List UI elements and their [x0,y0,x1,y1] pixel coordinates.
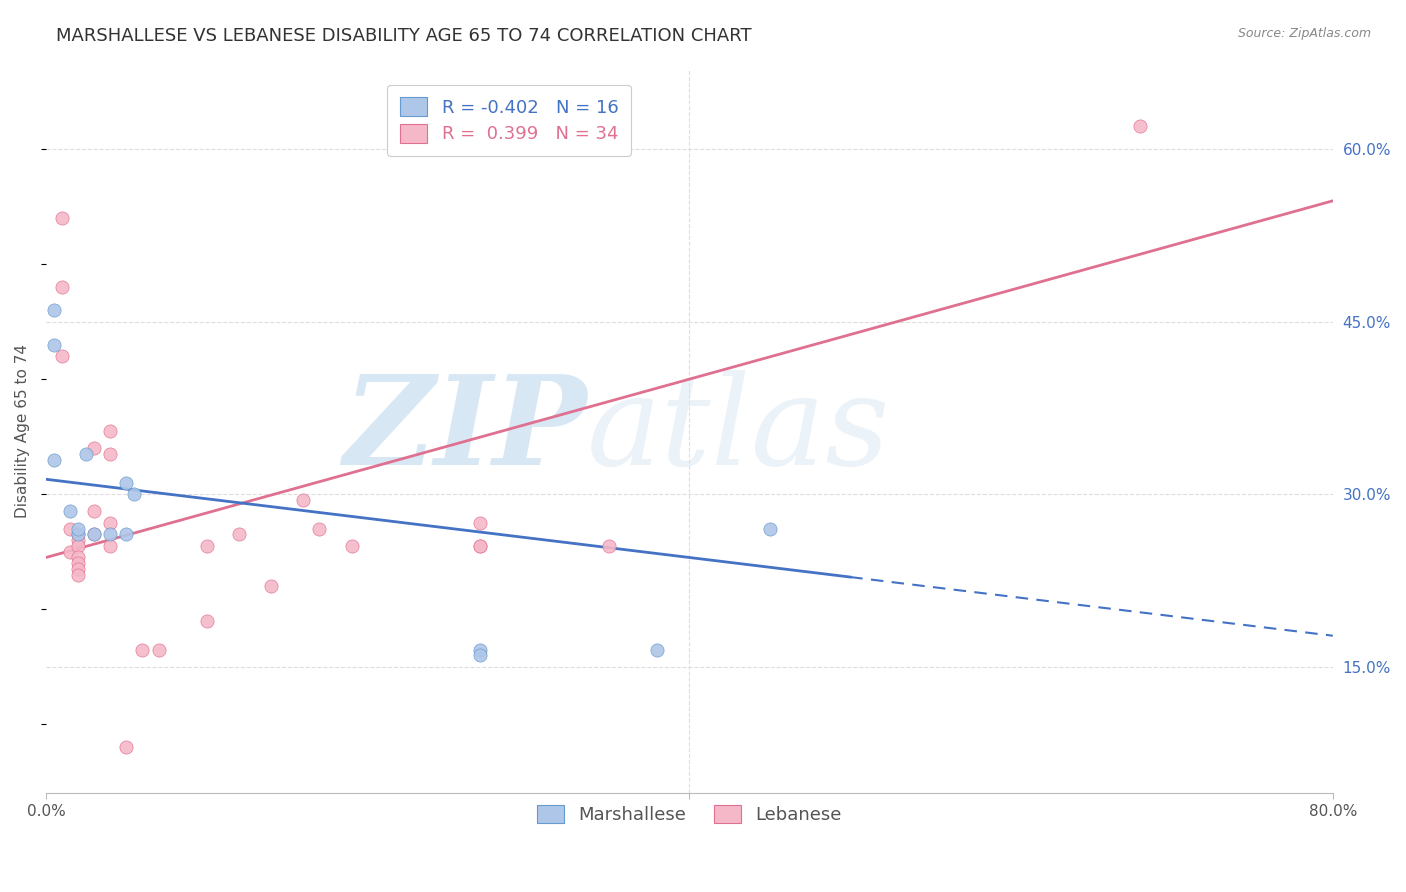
Point [83,441,105,455]
Point [598,539,620,553]
Point [67,550,90,565]
Y-axis label: Disability Age 65 to 74: Disability Age 65 to 74 [15,344,30,518]
Point [98,424,121,438]
Point [115,740,138,755]
Point [51,211,73,225]
Point [83,504,105,518]
Text: Source: ZipAtlas.com: Source: ZipAtlas.com [1237,27,1371,40]
Point [98,516,121,530]
Point [115,475,138,490]
Point [470,516,492,530]
Point [59,504,82,518]
Point [67,562,90,576]
Point [98,539,121,553]
Point [67,527,90,541]
Point [67,527,90,541]
Point [1129,119,1152,133]
Point [67,533,90,548]
Text: MARSHALLESE VS LEBANESE DISABILITY AGE 65 TO 74 CORRELATION CHART: MARSHALLESE VS LEBANESE DISABILITY AGE 6… [56,27,752,45]
Point [75,447,97,461]
Point [98,527,121,541]
Point [59,522,82,536]
Point [308,522,330,536]
Point [470,539,492,553]
Point [470,642,492,657]
Point [42,452,65,467]
Point [131,642,153,657]
Point [470,648,492,663]
Point [195,539,218,553]
Legend: Marshallese, Lebanese: Marshallese, Lebanese [526,794,852,835]
Point [42,337,65,351]
Point [51,280,73,294]
Point [67,556,90,570]
Point [67,522,90,536]
Point [340,539,363,553]
Point [292,492,315,507]
Point [228,527,250,541]
Point [83,527,105,541]
Point [195,614,218,628]
Point [260,579,283,593]
Point [115,527,138,541]
Point [42,303,65,318]
Point [98,447,121,461]
Point [759,522,782,536]
Point [51,349,73,363]
Point [645,642,668,657]
Text: atlas: atlas [586,370,890,491]
Point [67,539,90,553]
Point [124,487,146,501]
Point [67,567,90,582]
Text: ZIP: ZIP [343,370,586,491]
Point [470,539,492,553]
Point [83,527,105,541]
Point [59,545,82,559]
Point [148,642,170,657]
